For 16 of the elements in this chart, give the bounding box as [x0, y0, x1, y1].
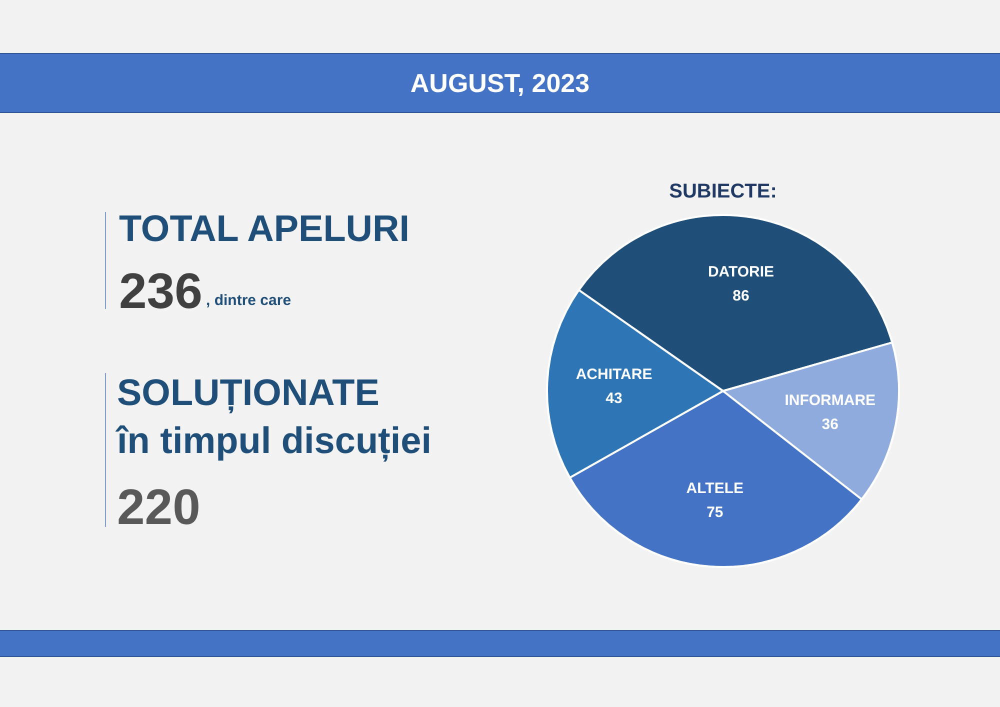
text: TOTAL APELURI: [119, 208, 410, 250]
text: în timpul discuției: [117, 420, 432, 462]
slice-label: ALTELE: [686, 480, 744, 497]
text: SOLUȚIONATE: [117, 372, 380, 414]
data-label: 36: [822, 416, 838, 433]
chart-title: SUBIECTE:: [669, 180, 777, 203]
data-label: 75: [706, 504, 724, 521]
text: AUGUST, 2023: [0, 53, 1000, 113]
slice-label: INFORMARE: [784, 392, 876, 409]
text: 220: [117, 478, 200, 536]
slice-label: DATORIE: [708, 264, 774, 281]
text: , dintre care: [206, 292, 292, 309]
slice-label: ACHITARE: [576, 366, 652, 383]
text: 236: [119, 262, 202, 320]
data-label: 43: [606, 390, 622, 407]
data-label: 86: [732, 288, 750, 305]
